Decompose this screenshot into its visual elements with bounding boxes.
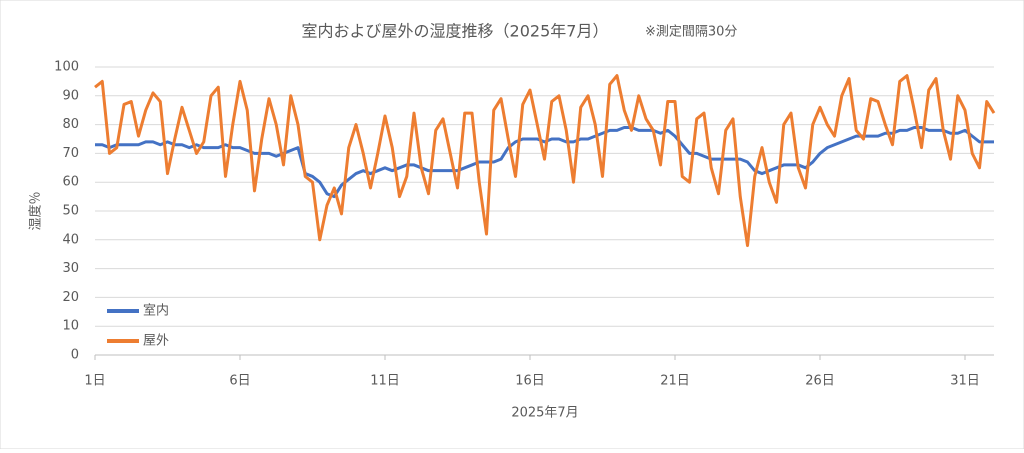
- y-tick-label: 80: [62, 117, 79, 132]
- y-tick-label: 10: [62, 319, 79, 334]
- y-tick-label: 90: [62, 88, 79, 103]
- x-tick-label: 11日: [370, 374, 400, 389]
- x-tick-label: 26日: [805, 374, 835, 389]
- x-tick-label: 6日: [229, 374, 250, 389]
- y-tick-label: 20: [62, 290, 79, 305]
- y-tick-label: 0: [71, 348, 79, 363]
- y-tick-label: 30: [62, 261, 79, 276]
- legend-label: 室内: [143, 303, 169, 319]
- y-tick-label: 60: [62, 175, 79, 190]
- series-line: [95, 125, 994, 199]
- chart-subtitle: ※測定間隔30分: [645, 25, 737, 40]
- x-tick-label: 16日: [515, 374, 545, 389]
- y-axis-label: 湿度％: [28, 191, 44, 230]
- chart-title: 室内および屋外の湿度推移（2025年7月）: [302, 22, 609, 41]
- legend-label: 屋外: [143, 334, 169, 349]
- y-tick-label: 70: [62, 146, 79, 161]
- series-line: [94, 74, 996, 248]
- x-tick-label: 1日: [84, 374, 105, 389]
- y-tick-label: 40: [62, 232, 79, 247]
- y-tick-label: 50: [62, 204, 79, 219]
- x-tick-label: 21日: [660, 374, 690, 389]
- x-axis-label: 2025年7月: [511, 406, 578, 421]
- x-tick-label: 31日: [950, 374, 980, 389]
- y-tick-label: 100: [54, 60, 79, 75]
